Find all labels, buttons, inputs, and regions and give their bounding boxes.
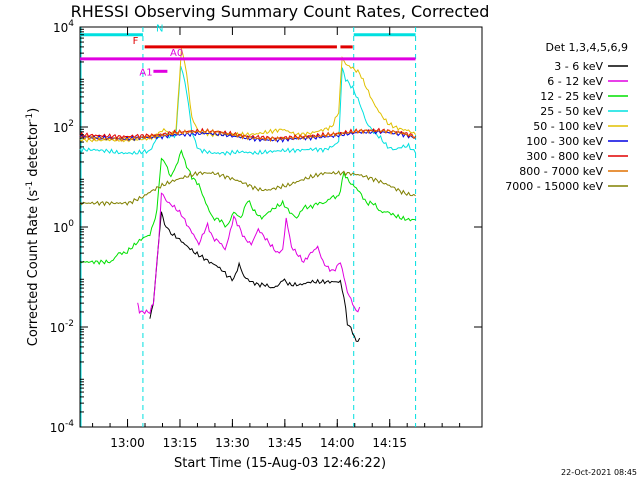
x-tick-label: 13:45 bbox=[268, 436, 303, 450]
series-line-800-7000-kev bbox=[79, 128, 416, 143]
state-bar-label-f: F bbox=[133, 36, 139, 47]
legend-entry-label: 800 - 7000 keV bbox=[519, 165, 603, 178]
y-tick-label: 102 bbox=[53, 119, 74, 135]
state-bar-label-n: N bbox=[156, 24, 163, 35]
y-tick-label: 10-2 bbox=[50, 319, 74, 335]
plot-frame bbox=[79, 26, 483, 428]
x-tick-label: 13:15 bbox=[163, 436, 198, 450]
generation-timestamp: 22-Oct-2021 08:45 bbox=[561, 468, 637, 477]
y-axis-label-main: Corrected Count Rate (s bbox=[26, 190, 41, 347]
y-tick-label: 100 bbox=[53, 219, 74, 235]
y-tick-label: 10-4 bbox=[50, 419, 75, 435]
legend: Det 1,3,4,5,6,9 3 - 6 keV 6 - 12 keV 12 - … bbox=[505, 41, 628, 193]
y-axis-label-sup2: -1 bbox=[25, 113, 35, 122]
y-tick-label: 104 bbox=[53, 19, 74, 35]
series-line-6-12-kev bbox=[137, 192, 361, 315]
legend-entry-label: 6 - 12 keV bbox=[547, 75, 603, 88]
legend-entry-label: 50 - 100 keV bbox=[533, 120, 603, 133]
chart-title: RHESSI Observing Summary Count Rates, Co… bbox=[71, 2, 490, 21]
series-line-3-6-kev bbox=[149, 211, 361, 343]
axes: 13:00 13:15 13:30 13:45 14:00 14:15 10-4 10-2 10… bbox=[50, 19, 482, 450]
series-line-25-50-kev bbox=[79, 65, 417, 156]
y-axis-label-sup1: -1 bbox=[25, 181, 35, 190]
x-tick-label: 14:15 bbox=[372, 436, 407, 450]
y-axis-label-mid: detector bbox=[26, 121, 41, 181]
legend-entry-label: 300 - 800 keV bbox=[526, 150, 603, 163]
legend-entry-label: 100 - 300 keV bbox=[526, 135, 603, 148]
x-tick-label: 14:00 bbox=[320, 436, 355, 450]
legend-entry-label: 12 - 25 keV bbox=[540, 90, 603, 103]
x-tick-label: 13:00 bbox=[110, 436, 145, 450]
series-line-7000-15000-kev bbox=[79, 170, 416, 207]
series-line-50-100-kev bbox=[79, 48, 417, 143]
attenuator-state-bars: N F A0 A1 bbox=[80, 24, 416, 78]
state-bar-label-a0: A0 bbox=[170, 48, 183, 59]
legend-title: Det 1,3,4,5,6,9 bbox=[545, 41, 628, 54]
series-line-12-25-kev bbox=[79, 149, 416, 266]
x-tick-label: 13:30 bbox=[215, 436, 250, 450]
legend-entry-label: 3 - 6 keV bbox=[554, 60, 603, 73]
y-axis-label-end: ) bbox=[26, 108, 41, 113]
series-layer bbox=[79, 48, 417, 343]
series-line-300-800-kev bbox=[79, 127, 416, 141]
legend-entry-label: 7000 - 15000 keV bbox=[505, 180, 603, 193]
y-axis-label: Corrected Count Rate (s-1 detector-1) bbox=[25, 108, 41, 346]
x-axis-label: Start Time (15-Aug-03 12:46:22) bbox=[174, 456, 386, 471]
state-bar-label-a1: A1 bbox=[139, 67, 152, 78]
legend-entry-label: 25 - 50 keV bbox=[540, 105, 603, 118]
